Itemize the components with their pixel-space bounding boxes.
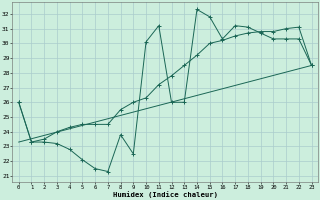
X-axis label: Humidex (Indice chaleur): Humidex (Indice chaleur) xyxy=(113,191,218,198)
